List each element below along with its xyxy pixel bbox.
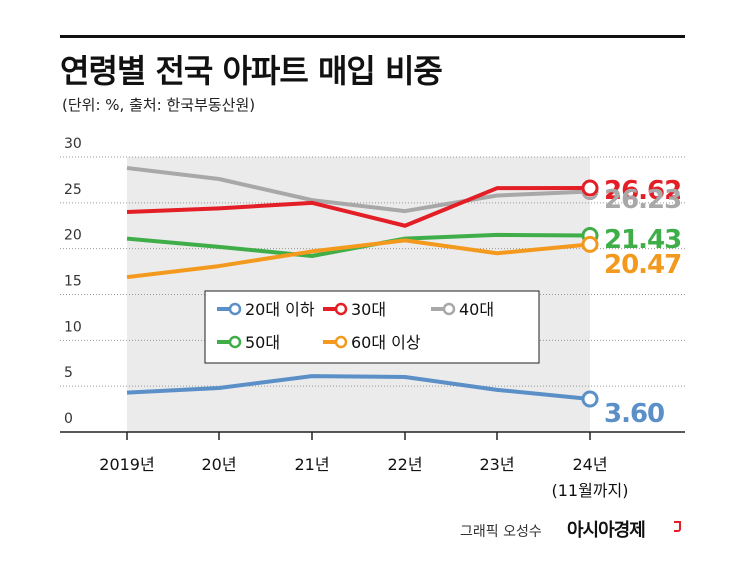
x-tick-label: 24년 — [572, 455, 607, 474]
legend-marker — [442, 302, 456, 316]
chart-title: 연령별 전국 아파트 매입 비중 — [60, 52, 443, 90]
y-tick-label: 10 — [64, 319, 82, 335]
legend-marker — [334, 302, 348, 316]
x-tick-label: 20년 — [201, 455, 236, 474]
publisher-logo-mark — [674, 521, 681, 532]
legend-label: 20대 이하 — [245, 300, 315, 319]
title-rule — [60, 35, 685, 38]
end-point-marker — [581, 179, 599, 197]
x-tick-label: 2019년 — [99, 455, 154, 474]
x-tick-label: 22년 — [387, 455, 422, 474]
y-tick-label: 0 — [64, 411, 73, 427]
end-value-label: 3.60 — [604, 399, 664, 429]
legend-label: 40대 — [459, 300, 494, 319]
legend-label: 30대 — [351, 300, 386, 319]
y-tick-label: 20 — [64, 228, 82, 244]
chart-subtitle: (단위: %, 출처: 한국부동산원) — [62, 96, 256, 114]
end-point-marker — [581, 235, 599, 253]
legend-marker — [228, 302, 242, 316]
legend-marker — [334, 335, 348, 349]
y-tick-label: 15 — [64, 274, 82, 290]
legend-box — [204, 290, 540, 364]
y-tick-label: 5 — [64, 365, 73, 381]
end-point-marker — [581, 390, 599, 408]
y-tick-label: 30 — [64, 136, 82, 152]
series-line — [126, 185, 591, 228]
series-line — [126, 238, 591, 280]
end-value-label: 21.43 — [604, 225, 681, 255]
legend-marker — [228, 335, 242, 349]
legend-label: 60대 이상 — [351, 333, 421, 352]
x-tick-note: (11월까지) — [551, 481, 628, 500]
series-line — [126, 374, 591, 401]
end-value-label: 26.62 — [604, 176, 681, 206]
end-value-label: 26.23 — [604, 185, 681, 215]
end-value-label: 20.47 — [604, 250, 681, 280]
graphic-credit: 그래픽 오성수 — [460, 524, 542, 540]
series-line — [126, 166, 591, 214]
x-tick-label: 23년 — [479, 455, 514, 474]
publisher-logo: 아시아경제 — [567, 520, 646, 541]
y-tick-label: 25 — [64, 182, 82, 198]
x-tick-label: 21년 — [294, 455, 329, 474]
legend-label: 50대 — [245, 333, 280, 352]
